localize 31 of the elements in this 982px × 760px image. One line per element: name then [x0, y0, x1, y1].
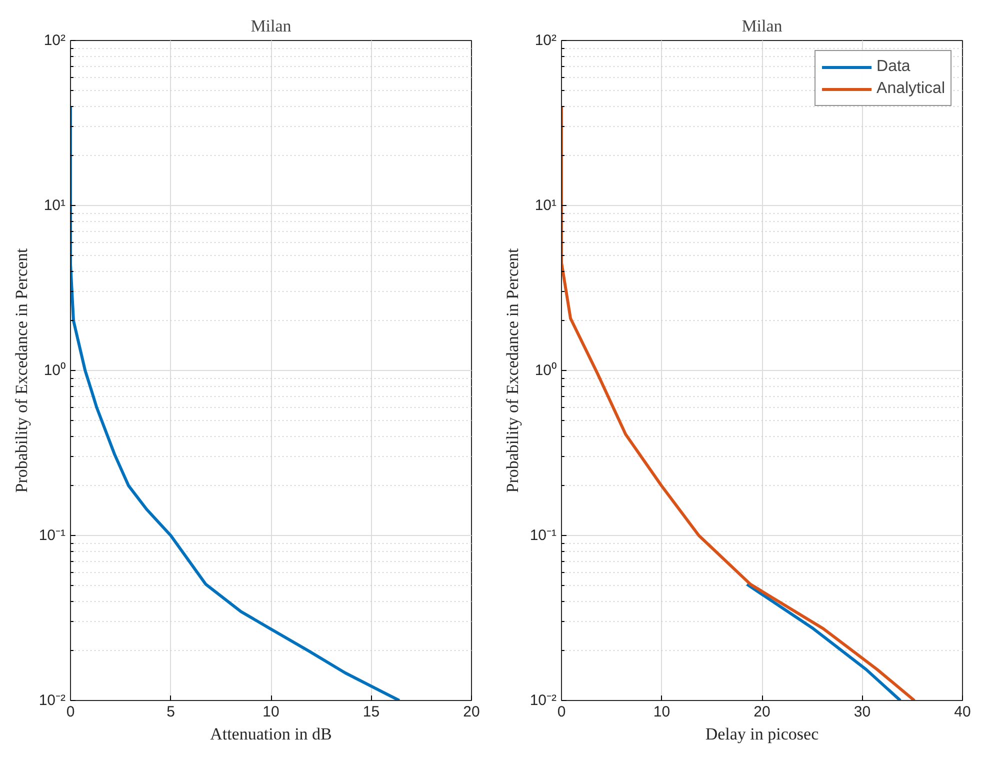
- x-axis-title: Attenuation in dB: [210, 724, 332, 744]
- line-series: [562, 104, 916, 700]
- x-tick-label: 40: [954, 704, 971, 720]
- y-tick-label: 10¹: [534, 197, 557, 214]
- y-axis-title: Probability of Excedance in Percent: [502, 248, 522, 493]
- legend-label: Data: [876, 58, 910, 76]
- y-tick-label: 10⁻²: [530, 692, 557, 709]
- chart-title: Milan: [742, 16, 783, 36]
- x-tick-label: 30: [854, 704, 871, 720]
- y-tick-label: 10⁻¹: [38, 527, 66, 544]
- chart-title: Milan: [250, 16, 292, 36]
- y-tick-label: 10²: [44, 32, 66, 49]
- x-tick-label: 0: [66, 704, 75, 720]
- x-tick-label: 20: [463, 704, 480, 720]
- x-tick-label: 0: [557, 704, 566, 720]
- y-tick-label: 10⁰: [44, 362, 66, 379]
- y-tick-label: 10¹: [44, 197, 66, 214]
- line-series: [745, 582, 902, 700]
- legend-label: Analytical: [876, 80, 945, 98]
- y-tick-label: 10⁰: [534, 362, 557, 379]
- y-tick-label: 10⁻²: [38, 692, 66, 709]
- line-series: [70, 104, 401, 700]
- x-tick-label: 15: [362, 704, 380, 720]
- x-tick-label: 10: [653, 704, 670, 720]
- y-tick-label: 10⁻¹: [530, 527, 557, 544]
- x-tick-label: 10: [262, 704, 280, 720]
- x-tick-label: 20: [754, 704, 770, 720]
- x-axis-title: Delay in picosec: [705, 724, 820, 744]
- y-axis-title: Probability of Excedance in Percent: [12, 248, 31, 493]
- y-tick-label: 10²: [534, 32, 557, 49]
- x-tick-label: 5: [166, 704, 175, 720]
